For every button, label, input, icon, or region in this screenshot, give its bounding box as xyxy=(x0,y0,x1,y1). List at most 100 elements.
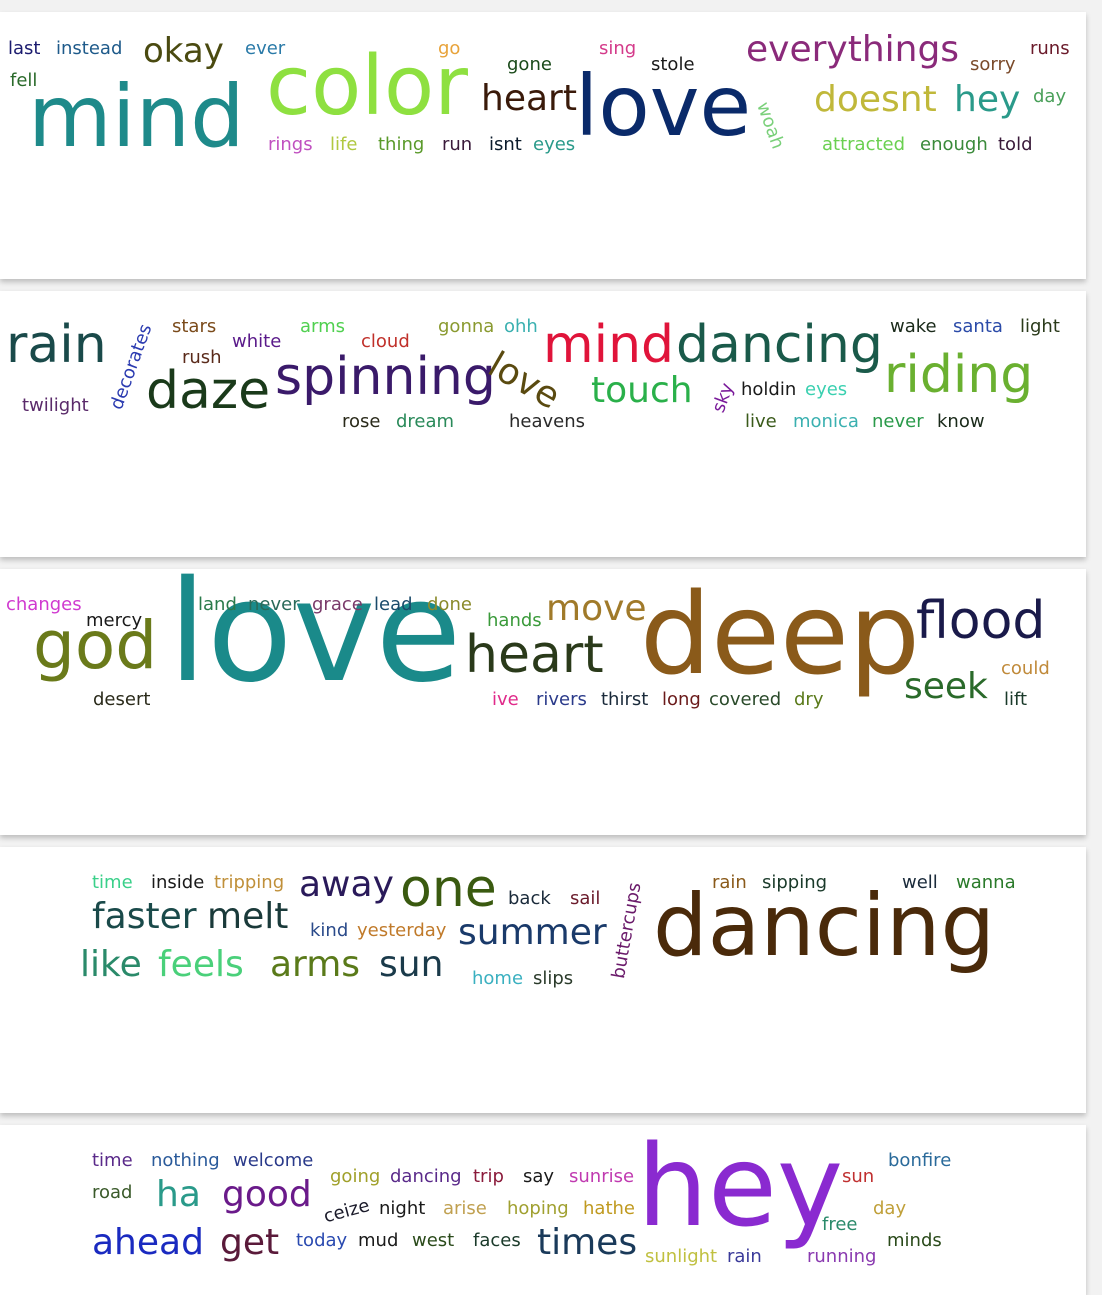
word-feels: feels xyxy=(158,944,244,985)
word-summer: summer xyxy=(458,912,607,953)
word-get: get xyxy=(220,1222,280,1263)
word-slips: slips xyxy=(533,968,574,989)
word-lead: lead xyxy=(374,594,413,615)
word-instead: instead xyxy=(56,38,123,59)
word-know: know xyxy=(937,411,985,432)
word-nothing: nothing xyxy=(151,1150,220,1171)
word-holdin: holdin xyxy=(741,379,797,400)
word-faster: faster xyxy=(92,896,197,937)
word-ahead: ahead xyxy=(92,1222,204,1263)
word-mind: mind xyxy=(28,67,245,167)
word-rain: rain xyxy=(6,315,107,375)
word-running: running xyxy=(807,1246,877,1267)
word-rivers: rivers xyxy=(536,689,587,710)
word-kind: kind xyxy=(310,920,349,941)
word-twilight: twilight xyxy=(22,395,89,416)
word-could: could xyxy=(1001,658,1050,679)
word-changes: changes xyxy=(6,594,82,615)
word-today: today xyxy=(296,1230,348,1251)
word-dry: dry xyxy=(794,689,824,710)
word-lift: lift xyxy=(1004,689,1028,710)
word-arms: arms xyxy=(270,944,361,985)
word-time: time xyxy=(92,1150,133,1171)
word-sunlight: sunlight xyxy=(645,1246,718,1267)
word-last: last xyxy=(8,38,41,59)
word-desert: desert xyxy=(93,689,151,710)
word-hands: hands xyxy=(487,610,542,631)
word-well: well xyxy=(902,872,938,893)
word-wanna: wanna xyxy=(956,872,1016,893)
word-grace: grace xyxy=(312,594,363,615)
word-like: like xyxy=(80,944,142,985)
word-move: move xyxy=(546,588,647,629)
word-times: times xyxy=(537,1222,638,1263)
word-one: one xyxy=(400,859,497,919)
word-dancing: dancing xyxy=(390,1166,462,1187)
word-rings: rings xyxy=(268,134,313,155)
word-yesterday: yesterday xyxy=(357,920,447,941)
word-tripping: tripping xyxy=(214,872,285,893)
word-thing: thing xyxy=(378,134,425,155)
word-eyes: eyes xyxy=(533,134,576,155)
word-life: life xyxy=(330,134,358,155)
word-hathe: hathe xyxy=(583,1198,635,1219)
word-trip: trip xyxy=(473,1166,504,1187)
word-cloud-4: time inside tripping away one back sail … xyxy=(0,847,1086,1113)
word-gone: gone xyxy=(507,54,552,75)
word-light: light xyxy=(1020,316,1060,337)
word-gonna: gonna xyxy=(438,316,495,337)
word-hoping: hoping xyxy=(507,1198,569,1219)
word-love: love xyxy=(168,569,462,714)
word-enough: enough xyxy=(920,134,988,155)
word-cloud-3: changes mercy god desert love land never… xyxy=(0,569,1086,835)
word-day: day xyxy=(1033,86,1067,107)
word-dancing: dancing xyxy=(676,315,883,375)
word-touch: touch xyxy=(591,370,693,411)
word-land: land xyxy=(198,594,237,615)
word-free: free xyxy=(822,1214,858,1235)
word-hey: hey xyxy=(637,1125,844,1252)
word-home: home xyxy=(472,968,524,989)
word-daze: daze xyxy=(146,361,271,421)
word-heart: heart xyxy=(481,78,577,119)
word-night: night xyxy=(379,1198,426,1219)
word-live: live xyxy=(745,411,777,432)
word-back: back xyxy=(508,888,551,909)
word-ever: ever xyxy=(245,38,286,59)
word-away: away xyxy=(299,864,394,905)
word-run: run xyxy=(442,134,473,155)
word-riding: riding xyxy=(884,345,1034,405)
word-cloud: cloud xyxy=(361,331,410,352)
word-sunrise: sunrise xyxy=(569,1166,635,1187)
word-ive: ive xyxy=(492,689,519,710)
word-time: time xyxy=(92,872,133,893)
word-rain: rain xyxy=(712,872,747,893)
word-rose: rose xyxy=(342,411,381,432)
word-good: good xyxy=(222,1174,312,1215)
word-color: color xyxy=(266,39,468,134)
word-runs: runs xyxy=(1030,38,1070,59)
word-god: god xyxy=(33,607,158,684)
word-sing: sing xyxy=(599,38,637,59)
word-sky: sky xyxy=(708,380,739,416)
word-rain: rain xyxy=(727,1246,762,1267)
word-cloud-2: rain decorates stars rush white arms clo… xyxy=(0,291,1086,557)
word-sun: sun xyxy=(842,1166,875,1187)
word-okay: okay xyxy=(143,31,224,71)
word-wake: wake xyxy=(890,316,937,337)
word-mud: mud xyxy=(358,1230,399,1251)
word-ha: ha xyxy=(156,1174,201,1215)
word-inside: inside xyxy=(151,872,205,893)
word-ohh: ohh xyxy=(504,316,538,337)
word-arms: arms xyxy=(300,316,346,337)
word-cloud-1: last instead okay ever go sing everythin… xyxy=(0,12,1086,279)
word-white: white xyxy=(232,331,282,352)
word-told: told xyxy=(998,134,1033,155)
word-eyes: eyes xyxy=(805,379,848,400)
word-dancing: dancing xyxy=(653,876,996,976)
word-road: road xyxy=(92,1182,133,1203)
word-west: west xyxy=(412,1230,455,1251)
word-stars: stars xyxy=(172,316,217,337)
word-covered: covered xyxy=(709,689,782,710)
word-going: going xyxy=(330,1166,381,1187)
